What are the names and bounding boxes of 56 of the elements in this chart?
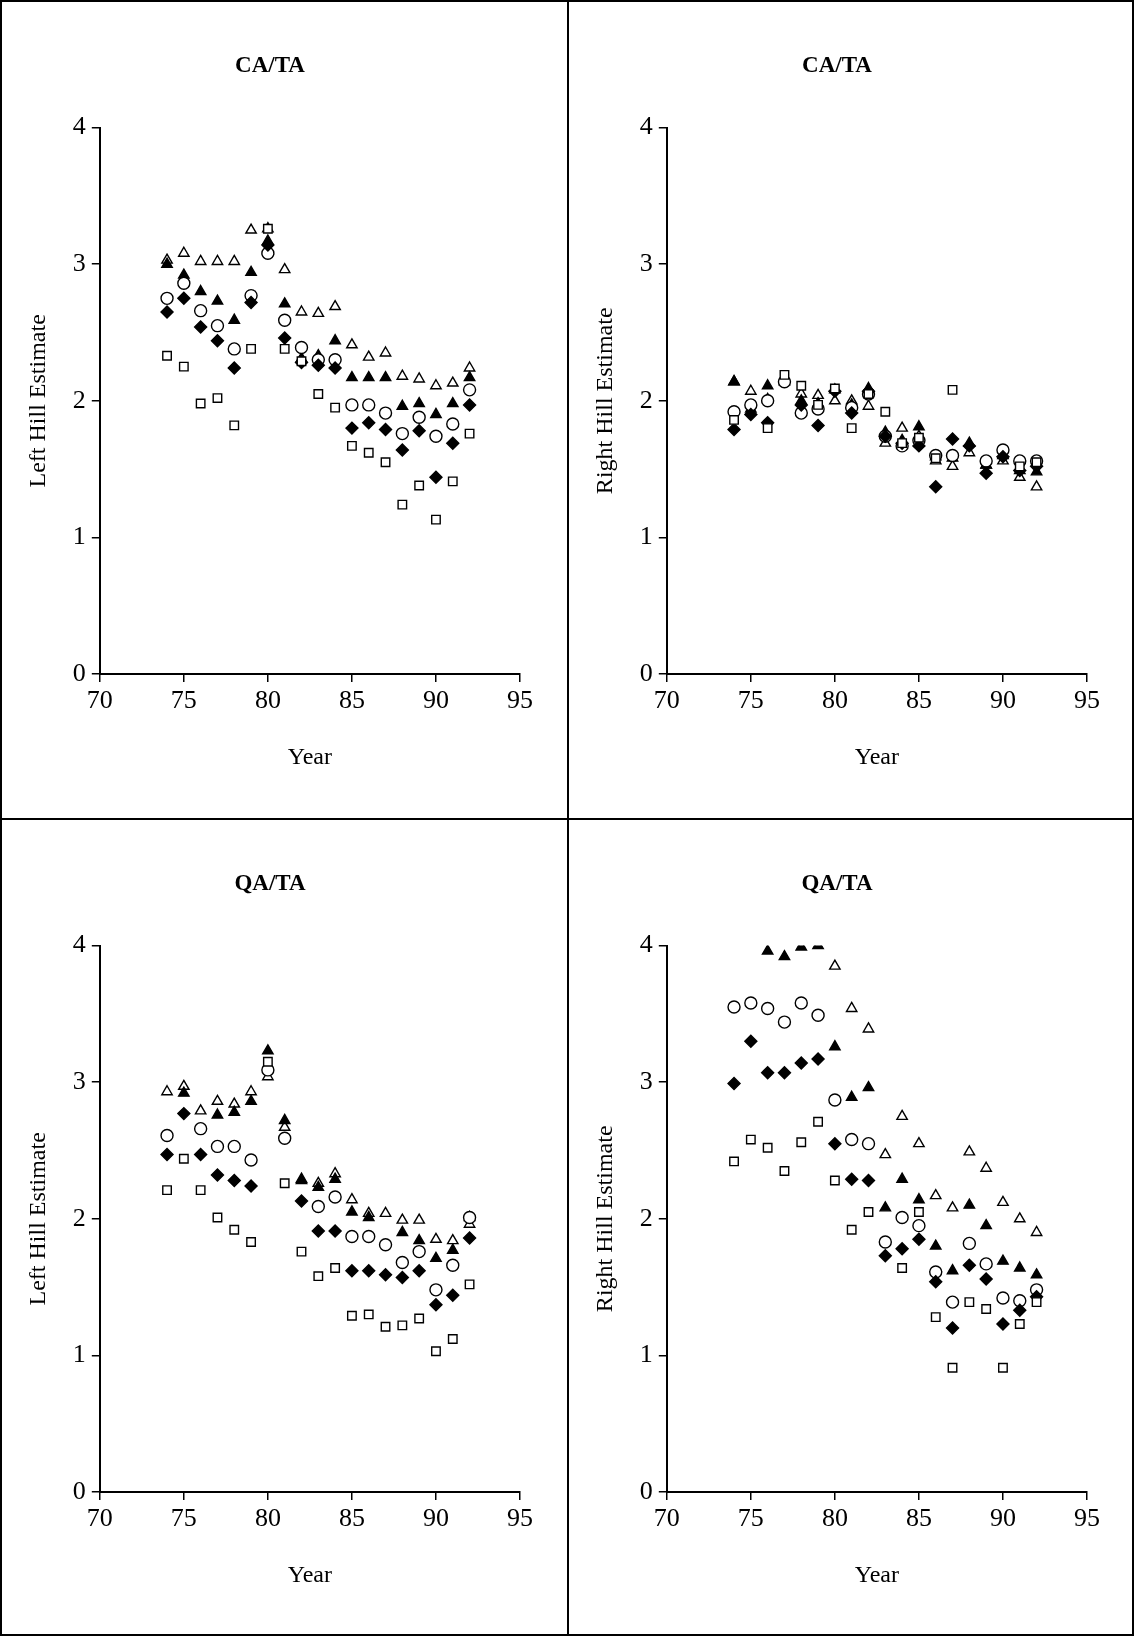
y-axis-title: Right Hill Estimate <box>590 307 617 495</box>
chart-title: CA/TA <box>802 51 873 77</box>
x-tick-label: 95 <box>1074 1503 1100 1533</box>
y-tick-label: 0 <box>72 1475 86 1505</box>
x-tick-label: 90 <box>422 685 449 715</box>
y-tick-label: 2 <box>639 1202 653 1232</box>
x-axis-title: Year <box>854 1560 900 1587</box>
x-axis-title: Year <box>287 742 333 769</box>
x-tick-label: 70 <box>653 1503 680 1533</box>
y-tick-label: 1 <box>72 1339 86 1369</box>
x-axis-title: Year <box>854 742 900 769</box>
x-tick-label: 80 <box>821 685 848 715</box>
x-tick-label: 80 <box>821 1503 848 1533</box>
y-tick-label: 2 <box>72 384 86 414</box>
x-tick-label: 90 <box>989 1503 1016 1533</box>
y-tick-label: 3 <box>639 1066 653 1096</box>
x-tick-label: 75 <box>737 685 764 715</box>
x-tick-label: 85 <box>905 1503 932 1533</box>
y-tick-label: 3 <box>72 248 86 278</box>
x-tick-label: 85 <box>905 685 932 715</box>
y-axis-title: Right Hill Estimate <box>590 1125 617 1313</box>
chart-title: CA/TA <box>235 51 306 77</box>
x-tick-label: 70 <box>86 685 113 715</box>
y-tick-label: 2 <box>72 1202 86 1232</box>
y-tick-label: 3 <box>639 248 653 278</box>
y-axis-title: Left Hill Estimate <box>23 1132 50 1306</box>
x-tick-label: 90 <box>989 685 1016 715</box>
y-tick-label: 1 <box>72 521 86 551</box>
y-tick-label: 3 <box>72 1066 86 1096</box>
x-tick-label: 70 <box>86 1503 113 1533</box>
y-tick-label: 0 <box>72 657 86 687</box>
x-tick-label: 70 <box>653 685 680 715</box>
x-tick-label: 95 <box>507 685 533 715</box>
x-tick-label: 85 <box>338 1503 365 1533</box>
chart-title: QA/TA <box>801 869 873 895</box>
y-axis-title: Left Hill Estimate <box>23 314 50 488</box>
x-tick-label: 90 <box>422 1503 449 1533</box>
x-tick-label: 75 <box>170 1503 197 1533</box>
x-tick-label: 80 <box>254 685 281 715</box>
x-tick-label: 95 <box>507 1503 533 1533</box>
y-tick-label: 4 <box>639 929 653 959</box>
y-tick-label: 0 <box>639 1475 653 1505</box>
y-tick-label: 4 <box>72 929 86 959</box>
y-tick-label: 4 <box>639 111 653 141</box>
x-tick-label: 75 <box>170 685 197 715</box>
chart-title: QA/TA <box>234 869 306 895</box>
x-tick-label: 85 <box>338 685 365 715</box>
x-axis-title: Year <box>287 1560 333 1587</box>
y-tick-label: 0 <box>639 657 653 687</box>
y-tick-label: 1 <box>639 521 653 551</box>
y-tick-label: 4 <box>72 111 86 141</box>
y-tick-label: 1 <box>639 1339 653 1369</box>
x-tick-label: 80 <box>254 1503 281 1533</box>
x-tick-label: 95 <box>1074 685 1100 715</box>
y-tick-label: 2 <box>639 384 653 414</box>
x-tick-label: 75 <box>737 1503 764 1533</box>
